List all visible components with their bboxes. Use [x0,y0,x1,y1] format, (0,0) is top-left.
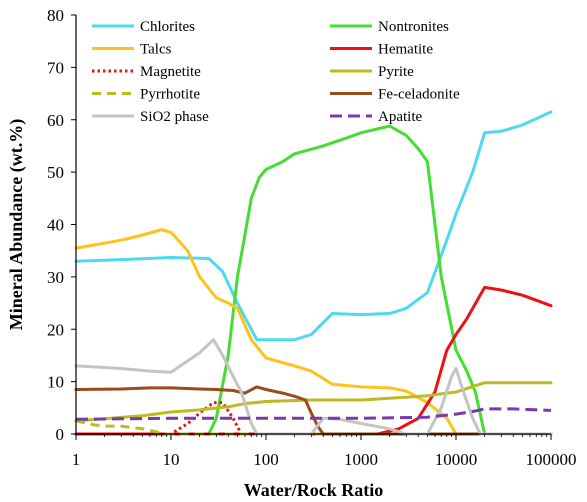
x-tick-label: 1 [72,450,81,469]
y-tick-label: 20 [47,320,64,339]
legend-label: Fe-celadonite [378,87,460,103]
series-line-sio2-phase [74,338,553,436]
legend-label: Pyrrhotite [140,87,200,103]
legend-label: Chlorites [140,19,195,35]
y-tick-label: 30 [47,268,64,287]
legend: Chlorites Nontronites Talcs Hematite Magneti… [92,19,460,125]
series-line-pyrite [74,381,553,423]
x-tick-label: 100 [253,450,279,469]
y-tick-label: 80 [47,6,64,25]
legend-label: Apatite [378,109,422,125]
x-tick-label: 10 [163,450,180,469]
legend-label: Talcs [140,42,172,58]
y-axis-ticks: 0 10 20 30 40 50 60 70 80 [47,6,76,444]
x-tick-label: 10000 [435,450,478,469]
series-line-magnetite [76,401,551,436]
y-tick-label: 40 [47,216,64,235]
series-line-apatite [75,407,552,421]
x-axis-ticks: 1 10 100 1000 10000 100000 [72,434,577,469]
x-axis-label: Water/Rock Ratio [244,480,383,500]
legend-label: Hematite [378,42,433,58]
x-tick-label: 1000 [344,450,378,469]
legend-label: Pyrite [378,64,414,80]
x-tick-label: 100000 [526,450,577,469]
legend-label: Magnetite [140,64,201,80]
series-line-nontronites [74,124,553,436]
y-tick-label: 50 [47,163,64,182]
legend-label: Nontronites [378,19,449,35]
y-tick-label: 60 [47,111,64,130]
y-axis-label: Mineral Abundance (wt.%) [6,119,27,331]
legend-label: SiO2 phase [140,109,209,125]
y-tick-label: 70 [47,58,64,77]
plot-area [74,110,553,436]
y-tick-label: 10 [47,373,64,392]
series-line-chlorites [74,110,553,342]
y-tick-label: 0 [56,425,65,444]
